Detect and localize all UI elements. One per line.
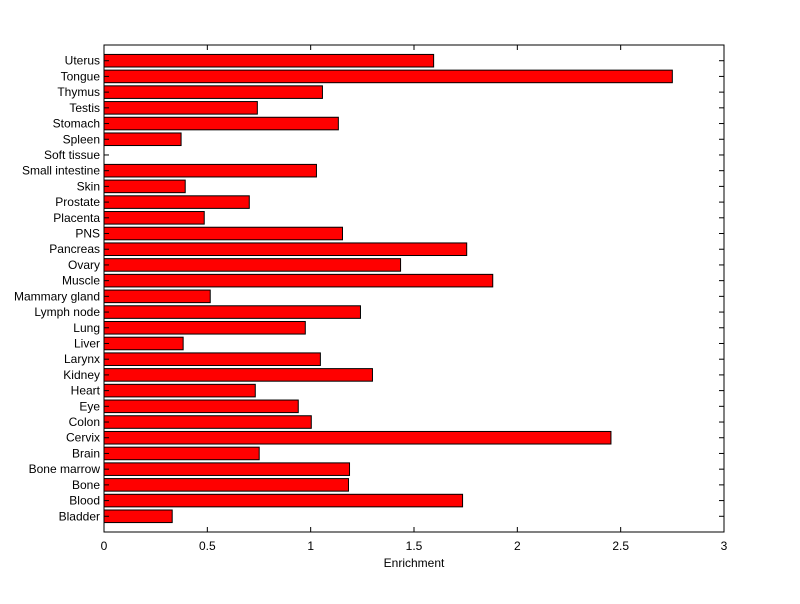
y-tick-label: Muscle (62, 274, 100, 288)
bar-colon (103, 415, 312, 429)
bar-heart (103, 383, 256, 398)
bar-thymus (103, 85, 323, 99)
y-tick-label: Tongue (61, 69, 101, 83)
x-axis-label: Enrichment (384, 556, 445, 570)
y-tick-label: Soft tissue (44, 148, 100, 162)
y-tick-label: Lung (73, 321, 100, 335)
y-tick-label: Cervix (66, 431, 100, 445)
bar-testis (103, 101, 258, 115)
y-tick-label: PNS (75, 227, 100, 241)
bar-pns (103, 226, 343, 241)
y-tick-label: Mammary gland (14, 289, 100, 303)
y-tick-label: Brain (72, 446, 100, 460)
y-tick-label: Heart (71, 384, 101, 398)
bar-lymph-node (103, 305, 361, 319)
bar-muscle (103, 273, 494, 288)
y-tick-label: Bladder (59, 509, 100, 523)
bar-placenta (103, 211, 205, 225)
bar-bone-marrow (103, 462, 351, 476)
bar-mammary-gland (103, 289, 211, 304)
x-tick-label: 1.5 (406, 539, 423, 553)
bar-bone (103, 478, 349, 492)
x-tick-label: 3 (721, 539, 728, 553)
y-tick-label: Testis (69, 101, 100, 115)
y-tick-label: Prostate (55, 195, 100, 209)
y-tick-label: Bone marrow (29, 462, 101, 476)
y-tick-label: Small intestine (22, 164, 100, 178)
x-tick-label: 2.5 (612, 539, 629, 553)
bar-larynx (103, 352, 321, 366)
y-tick-label: Bone (72, 478, 100, 492)
bar-small-intestine (103, 163, 317, 178)
bar-pancreas (103, 242, 468, 257)
y-tick-label: Blood (69, 494, 100, 508)
bar-spleen (103, 132, 182, 147)
bar-prostate (103, 195, 250, 209)
x-tick-label: 0.5 (199, 539, 216, 553)
y-tick-label: Placenta (53, 211, 100, 225)
y-tick-label: Uterus (65, 54, 100, 68)
y-tick-label: Pancreas (49, 242, 100, 256)
bar-tongue (103, 69, 673, 84)
y-tick-label: Colon (69, 415, 100, 429)
bar-cervix (103, 430, 612, 445)
bar-brain (103, 446, 260, 461)
x-tick-label: 1 (307, 539, 314, 553)
bar-eye (103, 399, 299, 414)
y-tick-label: Liver (74, 336, 100, 350)
y-tick-label: Spleen (63, 132, 100, 146)
bar-skin (103, 179, 186, 194)
y-tick-label: Thymus (57, 85, 100, 99)
y-tick-label: Skin (77, 179, 100, 193)
bar-bladder (103, 509, 173, 524)
bar-blood (103, 493, 464, 508)
bar-kidney (103, 368, 373, 382)
bar-lung (103, 320, 306, 335)
y-tick-label: Stomach (53, 117, 100, 131)
x-tick-label: 2 (514, 539, 521, 553)
bar-liver (103, 336, 184, 351)
y-tick-label: Larynx (64, 352, 100, 366)
y-tick-label: Ovary (68, 258, 100, 272)
y-tick-label: Lymph node (34, 305, 100, 319)
bar-stomach (103, 116, 339, 131)
y-tick-label: Kidney (63, 368, 100, 382)
bar-ovary (103, 258, 402, 272)
bar-uterus (103, 53, 435, 68)
x-tick-label: 0 (101, 539, 108, 553)
y-tick-label: Eye (79, 399, 100, 413)
